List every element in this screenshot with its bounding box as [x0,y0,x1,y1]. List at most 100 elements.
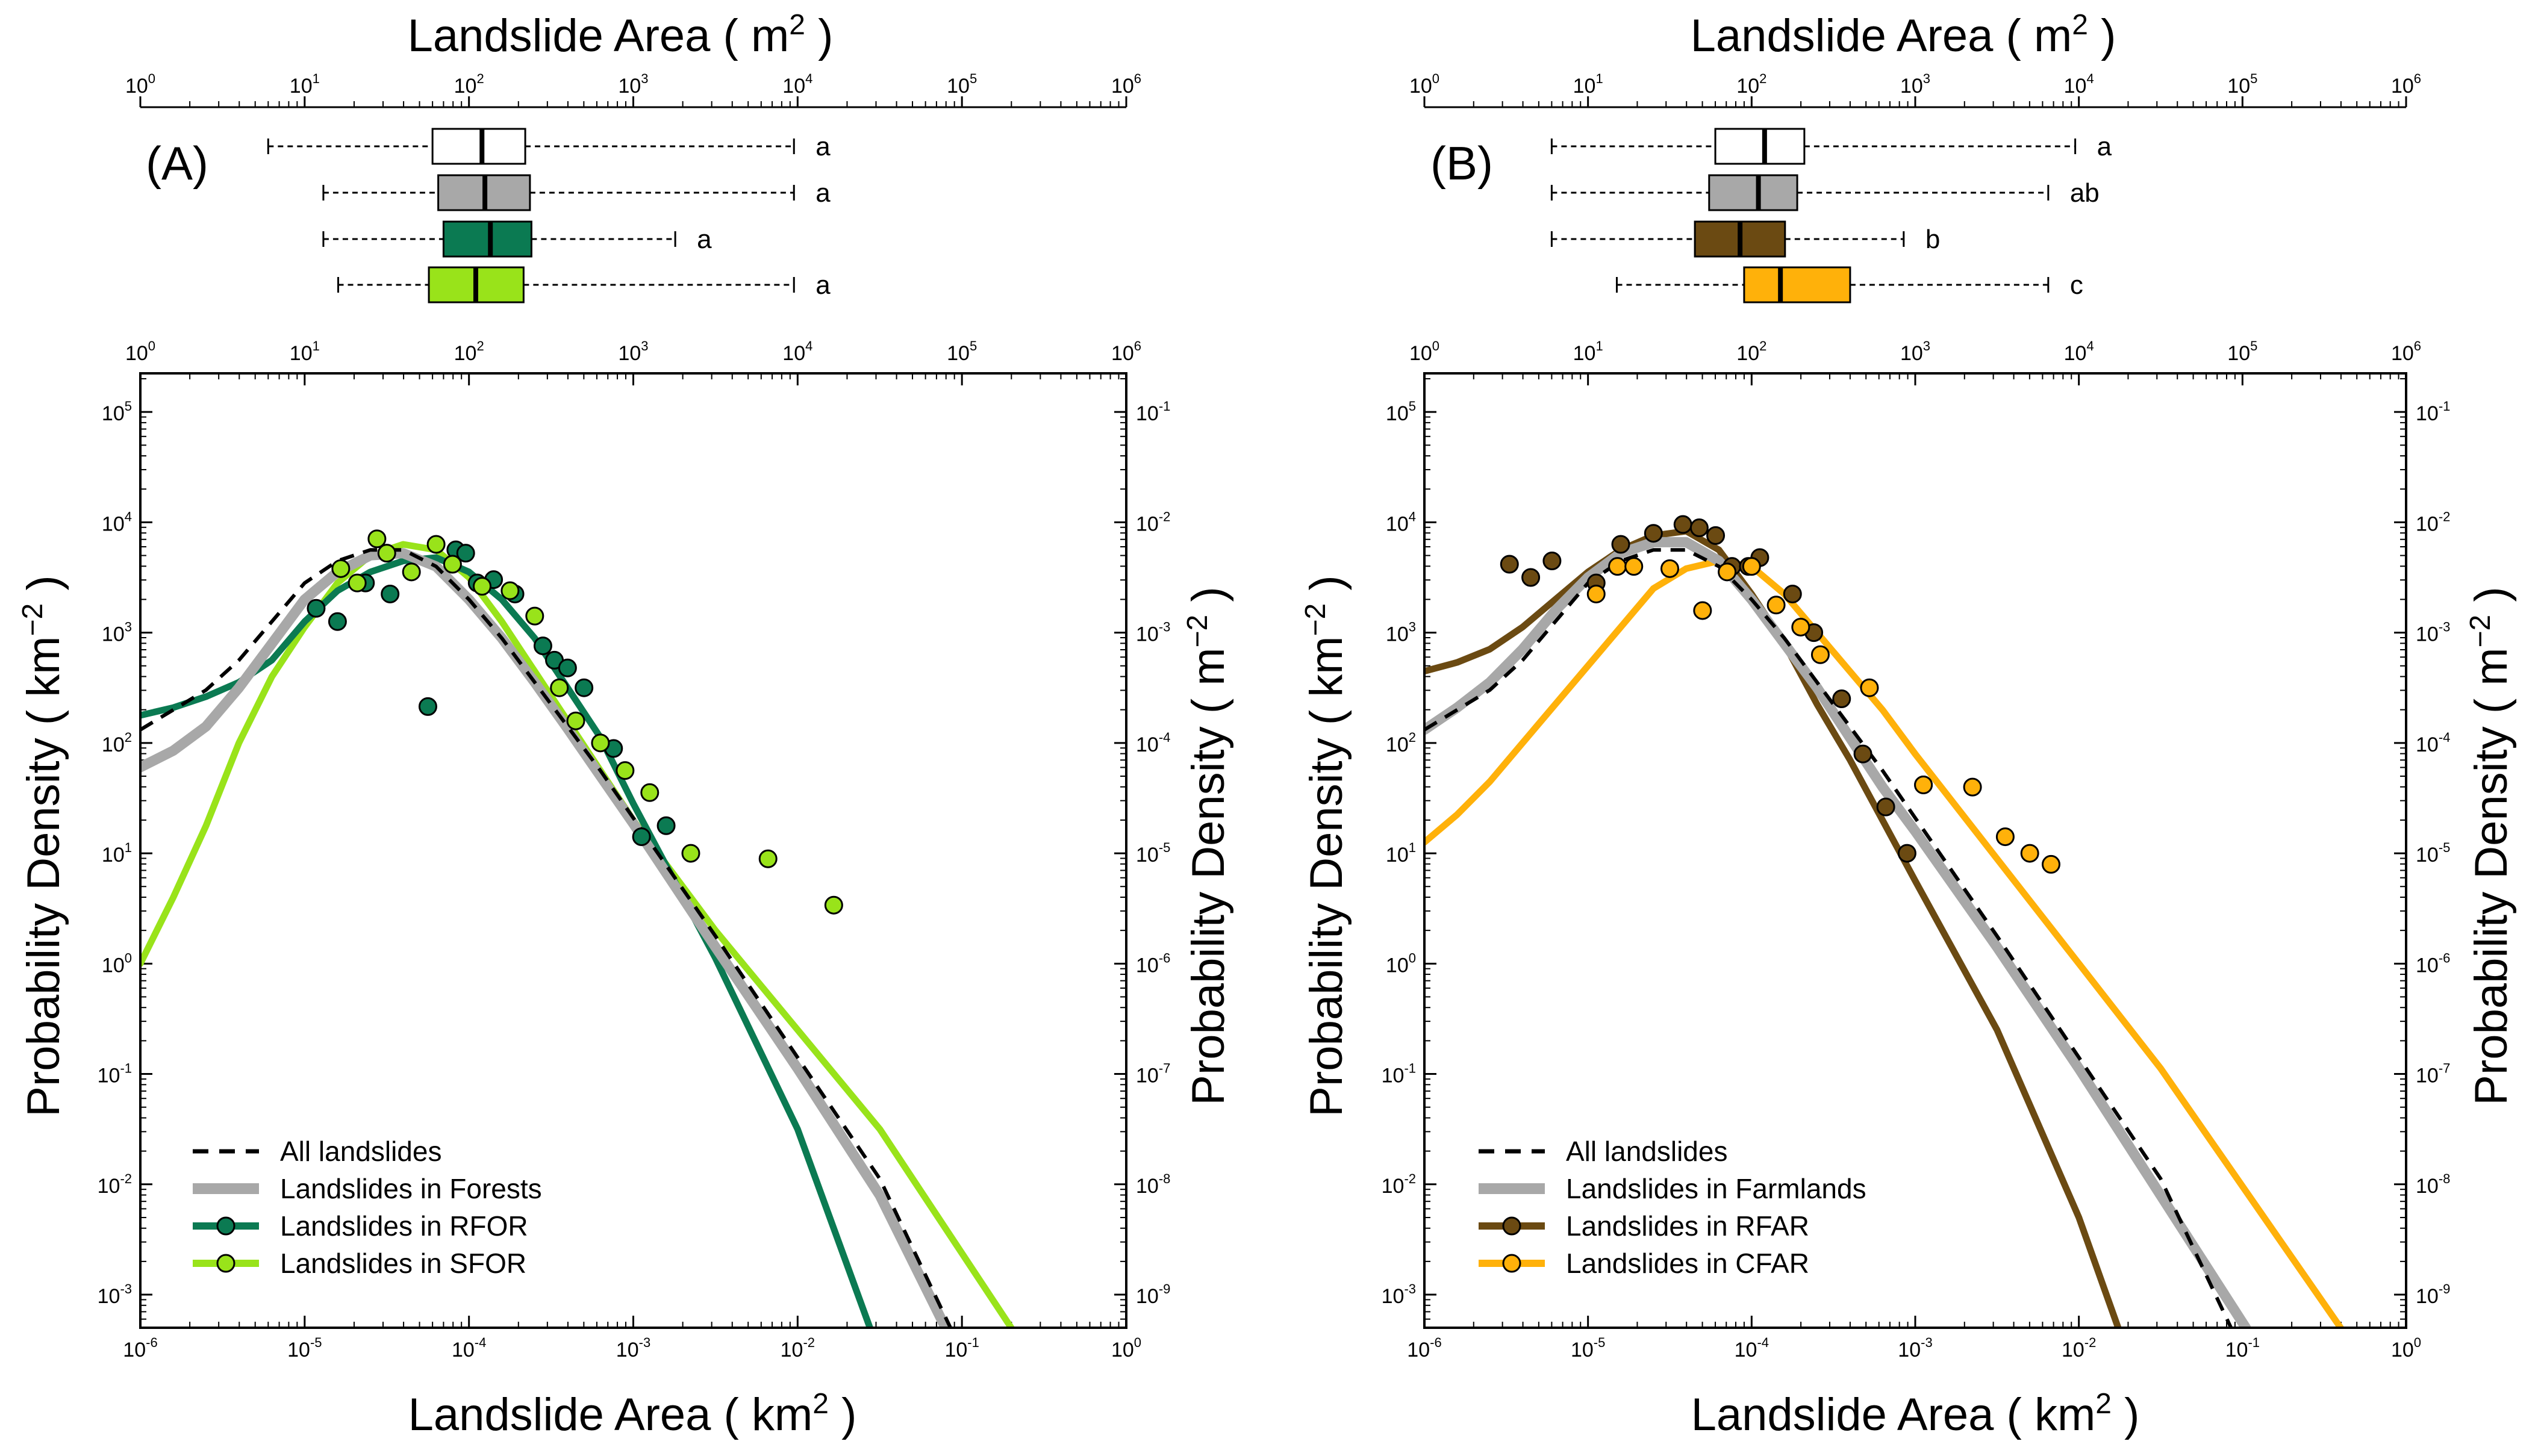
panel-a-top-tick-label: 100 [125,71,155,98]
panel-a-x-tick-label: 10-4 [452,1335,486,1361]
panel-a-boxplot-4: a [337,266,831,303]
data-point-landslides-in-rfor [307,599,326,618]
series-line-landslides-in-cfar [1424,558,2344,1328]
panel-b: 100 101 102 103 104 105 106 Landslide Area ( m… [1300,9,2517,1440]
series-line-landslides-in-rfar [1424,527,2122,1328]
panel-a-y-right-axis-title: Probability Density ( m−2 ) [1182,586,1234,1105]
data-point-landslides-in-rfar [1783,584,1802,603]
panel-a-y-right-tick-label: 10-4 [1136,730,1170,756]
panel-b-x-tick-label: 10-5 [1571,1335,1605,1361]
panel-a-boxplot-1: a [267,128,831,165]
panel-a-x-tick-label: 10-3 [616,1335,650,1361]
panel-a-y-tick-label: 104 [102,509,132,535]
data-point-landslides-in-sfor [525,606,544,626]
legend-marker-rfor [216,1216,235,1236]
series-line-landslides-in-farmlands [1424,537,2251,1328]
panel-a-top-tick-label: 104 [782,71,812,98]
data-point-landslides-in-sfor [377,544,396,563]
panel-b-x-top-tick-label: 106 [2391,338,2421,365]
data-point-landslides-in-sfor [591,733,610,753]
data-point-landslides-in-rfor [558,658,577,677]
data-point-landslides-in-rfor [418,697,437,716]
data-point-landslides-in-rfar [1611,535,1630,554]
panel-b-boxplots: a ab b c [1550,128,2112,303]
data-point-landslides-in-cfar [1914,775,1933,794]
data-point-landslides-in-cfar [1766,596,1786,615]
legend-label-sfor: Landslides in SFOR [280,1248,526,1279]
data-point-landslides-in-sfor [566,711,585,730]
data-point-landslides-in-sfor [331,559,351,578]
panel-b-y-tick-label: 104 [1386,509,1416,535]
data-point-landslides-in-rfar [1542,552,1562,571]
panel-b-boxplot-3: b [1550,220,1940,258]
panel-b-top-axis: 100 101 102 103 104 105 106 [1409,71,2421,108]
panel-b-x-tick-label: 10-4 [1735,1335,1769,1361]
panel-b-y-right-tick-label: 10-9 [2416,1281,2450,1308]
panel-b-x-tick-label: 10-2 [2062,1335,2096,1361]
data-point-landslides-in-rfor [656,816,676,835]
panel-b-x-top-tick-label: 103 [1900,338,1930,365]
panel-a-y-tick-label: 101 [102,840,132,866]
panel-a: 100 101 102 103 104 105 106 Landslide Area ( m… [17,9,1234,1440]
panel-b-x-top-tick-label: 105 [2227,338,2257,365]
panel-b-x-top-tick-label: 100 [1409,338,1439,365]
boxplot-significance-letter: a [697,225,712,254]
series-line-all-landslides [1424,548,2233,1328]
data-point-landslides-in-rfor [381,584,400,603]
panel-a-top-tick-label: 103 [618,71,648,98]
data-point-landslides-in-cfar [2020,844,2039,863]
data-point-landslides-in-rfar [1644,524,1663,543]
data-point-landslides-in-rfor [575,678,594,697]
panel-b-y-right-tick-label: 10-7 [2416,1061,2450,1087]
panel-b-y-right-tick-label: 10-8 [2416,1171,2450,1198]
panel-a-y-right-tick-label: 10-3 [1136,620,1170,646]
panel-a-x-tick-label: 100 [1111,1335,1141,1361]
panel-a-y-right-tick-label: 10-8 [1136,1171,1170,1198]
boxplot-significance-letter: a [815,270,831,300]
boxplot-significance-letter: a [815,178,831,208]
panel-a-y-right-tick-label: 10-9 [1136,1281,1170,1308]
panel-b-top-tick-label: 102 [1736,71,1766,98]
data-point-landslides-in-rfar [1500,555,1519,574]
panel-a-x-tick-label: 10-6 [123,1335,157,1361]
panel-b-series [1424,515,2344,1328]
panel-a-top-tick-label: 105 [947,71,977,98]
panel-a-axes: 10-6 100 10-5 101 10-4 102 10-3 103 10-2 104 10-1 1… [98,338,1171,1361]
panel-a-y-axis-title: Probability Density ( km−2 ) [17,575,69,1116]
panel-b-y-right-tick-label: 10-6 [2416,950,2450,977]
boxplot-significance-letter: a [2097,132,2112,161]
data-point-landslides-in-rfar [1876,797,1895,817]
panel-a-x-top-tick-label: 103 [618,338,648,365]
panel-b-top-tick-label: 104 [2064,71,2094,98]
data-point-landslides-in-cfar [1810,645,1830,664]
legend-marker-rfar [1502,1216,1521,1236]
panel-a-plot-frame [139,372,1127,1329]
data-point-landslides-in-sfor [824,895,843,915]
data-point-landslides-in-cfar [2041,854,2060,874]
series-line-all-landslides [140,548,952,1328]
boxplot-box [1708,174,1798,211]
panel-a-boxplot-3: a [322,220,712,258]
panel-a-x-top-tick-label: 101 [290,338,320,365]
panel-b-top-tick-label: 101 [1573,71,1603,98]
panel-a-y-right-tick-label: 10-2 [1136,509,1170,535]
panel-b-plot: 10-6 100 10-5 101 10-4 102 10-3 103 10-2 104 10-1 1… [1382,338,2451,1361]
boxplot-box [442,220,532,258]
panel-b-y-tick-label: 103 [1386,620,1416,646]
data-point-landslides-in-rfar [1673,515,1692,534]
boxplot-significance-letter: a [815,132,831,161]
legend-label-all: All landslides [1566,1136,1727,1167]
panel-a-y-tick-label: 103 [102,620,132,646]
data-point-landslides-in-sfor [681,844,700,863]
data-point-landslides-in-rfor [533,636,552,656]
panel-b-y-right-tick-label: 10-1 [2416,399,2450,425]
panel-b-y-tick-label: 105 [1386,399,1416,425]
panel-b-x-tick-label: 10-6 [1407,1335,1441,1361]
panel-a-y-tick-label: 102 [102,730,132,756]
data-point-landslides-in-cfar [1624,557,1644,576]
panel-b-letter: (B) [1430,137,1493,190]
panel-a-x-top-tick-label: 102 [454,338,484,365]
legend-label-rfor: Landslides in RFOR [280,1210,528,1242]
